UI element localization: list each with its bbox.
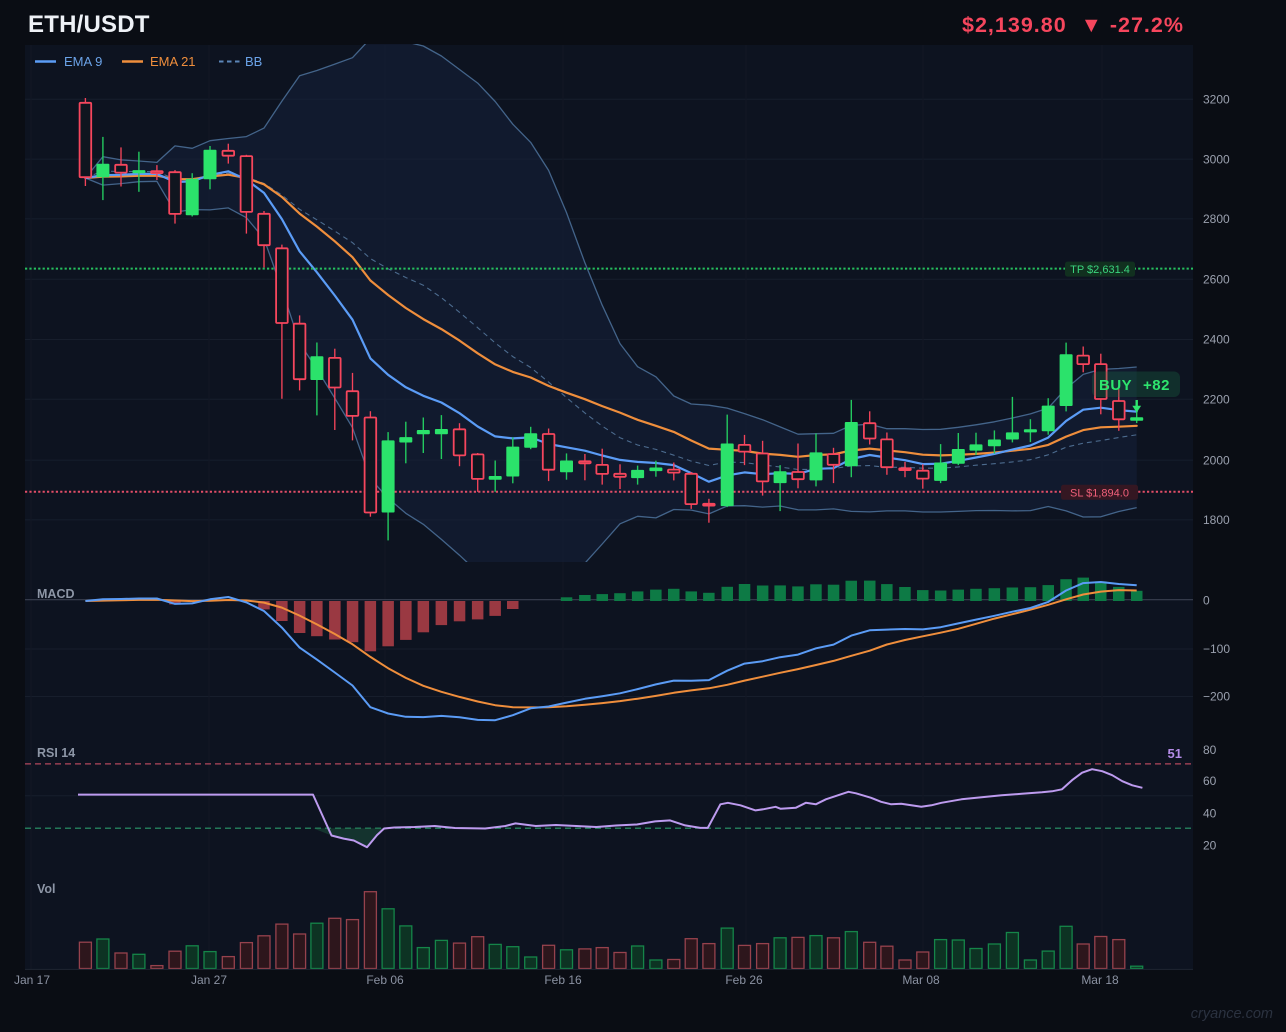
svg-text:TP $2,631.4: TP $2,631.4 <box>1070 264 1130 276</box>
svg-text:2000: 2000 <box>1203 453 1230 467</box>
svg-text:3000: 3000 <box>1203 152 1230 166</box>
svg-text:20: 20 <box>1203 839 1217 853</box>
svg-text:BB: BB <box>245 54 262 69</box>
svg-text:EMA 9: EMA 9 <box>64 54 102 69</box>
svg-text:51: 51 <box>1168 746 1182 761</box>
svg-text:+82: +82 <box>1143 377 1170 394</box>
svg-text:Feb 06: Feb 06 <box>366 973 404 987</box>
svg-text:1800: 1800 <box>1203 513 1230 527</box>
svg-text:BUY: BUY <box>1099 377 1132 394</box>
svg-text:Vol: Vol <box>37 882 56 896</box>
svg-text:$2,139.80 ▼ -27.2%: $2,139.80 ▼ -27.2% <box>962 13 1184 37</box>
svg-text:2600: 2600 <box>1203 272 1230 286</box>
svg-text:Feb 16: Feb 16 <box>544 973 582 987</box>
svg-text:2400: 2400 <box>1203 333 1230 347</box>
svg-text:40: 40 <box>1203 807 1217 821</box>
svg-text:2200: 2200 <box>1203 393 1230 407</box>
svg-text:−200: −200 <box>1203 690 1230 704</box>
svg-text:RSI 14: RSI 14 <box>37 746 75 760</box>
svg-text:2800: 2800 <box>1203 212 1230 226</box>
svg-text:60: 60 <box>1203 774 1217 788</box>
svg-text:Jan 27: Jan 27 <box>191 973 227 987</box>
svg-text:cryance.com: cryance.com <box>1191 1006 1273 1022</box>
svg-text:EMA 21: EMA 21 <box>150 54 196 69</box>
svg-text:SL $1,894.0: SL $1,894.0 <box>1070 487 1129 499</box>
svg-text:Mar 08: Mar 08 <box>902 973 940 987</box>
svg-text:Mar 18: Mar 18 <box>1081 973 1119 987</box>
svg-text:Feb 26: Feb 26 <box>725 973 763 987</box>
svg-text:MACD: MACD <box>37 587 75 601</box>
svg-text:−100: −100 <box>1203 642 1230 656</box>
svg-text:80: 80 <box>1203 743 1217 757</box>
svg-text:3200: 3200 <box>1203 93 1230 107</box>
svg-text:ETH/USDT: ETH/USDT <box>28 11 150 38</box>
svg-text:Jan 17: Jan 17 <box>14 973 50 987</box>
svg-text:0: 0 <box>1203 594 1210 608</box>
